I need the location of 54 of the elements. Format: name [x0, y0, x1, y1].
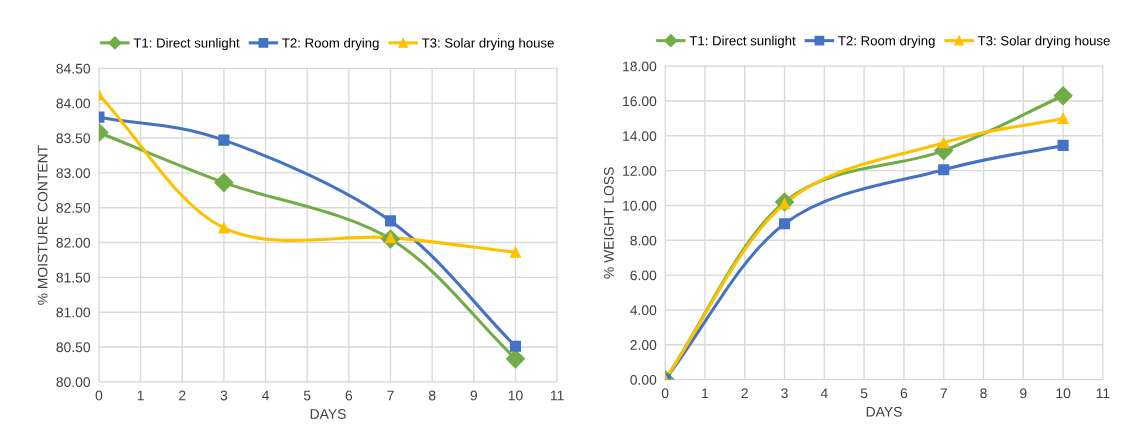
- x-tick-label: 4: [262, 390, 269, 401]
- legend-label: T2: Room drying: [838, 35, 935, 49]
- x-tick-label: 2: [741, 388, 748, 399]
- legend-label: T3: Solar drying house: [977, 35, 1110, 49]
- y-tick-label: 82.50: [56, 203, 91, 213]
- x-tick-label: 7: [387, 390, 394, 401]
- y-tick-label: 18.00: [623, 61, 657, 72]
- x-tick-label: 9: [1020, 388, 1027, 399]
- y-tick-label: 8.00: [630, 235, 657, 246]
- y-tick-label: 16.00: [623, 96, 657, 107]
- y-tick-label: 4.00: [630, 305, 657, 316]
- x-axis-title: DAYS: [866, 406, 902, 417]
- y-tick-label: 0.00: [630, 374, 657, 385]
- x-tick-label: 1: [137, 390, 144, 401]
- y-tick-label: 81.00: [56, 307, 91, 318]
- y-tick-label: 80.50: [56, 342, 91, 353]
- x-tick-label: 7: [940, 388, 947, 399]
- y-tick-label: 84.50: [56, 63, 91, 74]
- x-tick-label: 3: [220, 390, 228, 401]
- x-tick-label: 1: [702, 388, 709, 399]
- x-tick-label: 6: [345, 390, 353, 401]
- x-tick-label: 0: [661, 388, 669, 399]
- y-tick-label: 84.00: [56, 98, 91, 109]
- legend-label: T1: Direct sunlight: [133, 37, 240, 51]
- y-tick-label: 83.00: [56, 168, 91, 179]
- x-axis-title: DAYS: [310, 409, 346, 419]
- y-tick-label: 12.00: [623, 165, 657, 176]
- x-tick-label: 11: [550, 390, 564, 401]
- x-tick-label: 6: [900, 388, 908, 399]
- x-tick-label: 5: [303, 390, 311, 401]
- y-tick-label: 14.00: [623, 131, 657, 141]
- y-tick-label: 10.00: [623, 200, 657, 211]
- x-tick-label: 5: [860, 388, 868, 399]
- x-tick-label: 10: [1056, 388, 1071, 399]
- y-axis-title: % MOISTURE CONTENT: [37, 145, 48, 305]
- x-tick-label: 8: [980, 388, 987, 399]
- x-tick-label: 0: [95, 390, 103, 401]
- x-tick-label: 4: [820, 388, 828, 399]
- x-tick-label: 9: [470, 390, 478, 401]
- y-tick-label: 6.00: [630, 270, 657, 281]
- y-tick-label: 80.00: [56, 377, 91, 388]
- y-tick-label: 82.00: [56, 237, 91, 248]
- x-tick-label: 8: [428, 390, 436, 401]
- x-tick-label: 2: [179, 390, 186, 401]
- legend-label: T2: Room drying: [282, 37, 379, 51]
- y-tick-label: 83.50: [56, 133, 91, 144]
- legend-label: T1: Direct sunlight: [689, 35, 796, 49]
- x-tick-label: 11: [1096, 388, 1110, 399]
- y-axis-title: % WEIGHT LOSS: [603, 167, 614, 279]
- legend-label: T3: Solar drying house: [421, 37, 554, 51]
- y-tick-label: 81.50: [56, 272, 91, 283]
- x-tick-label: 3: [781, 388, 788, 399]
- y-tick-label: 2.00: [630, 340, 657, 350]
- x-tick-label: 10: [508, 390, 523, 401]
